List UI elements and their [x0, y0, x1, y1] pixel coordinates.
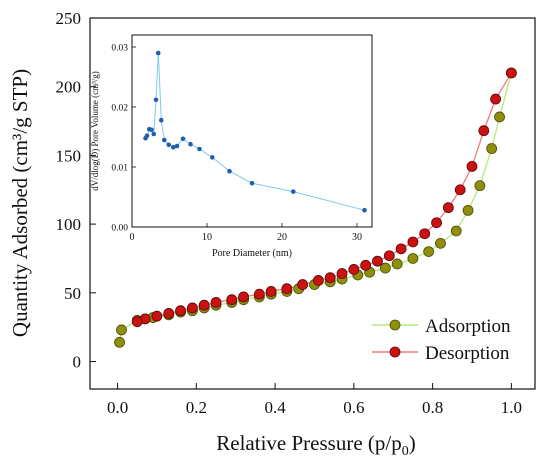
- main-y-tick-label: 250: [56, 9, 82, 28]
- inset-pore-point: [197, 146, 202, 152]
- desorption-point: [442, 202, 454, 214]
- desorption-point: [297, 279, 309, 290]
- legend-adsorption-label: Adsorption: [425, 316, 511, 337]
- adsorption-point: [391, 258, 403, 270]
- desorption-point: [348, 264, 360, 275]
- main-x-tick-label: 0.4: [264, 398, 286, 417]
- main-y-tick-label: 100: [56, 215, 82, 234]
- main-y-tick-label: 50: [64, 284, 81, 303]
- inset-pore-point: [153, 97, 159, 103]
- legend-desorption-label: Desorption: [425, 343, 510, 364]
- main-x-tick-label: 0.2: [186, 398, 207, 417]
- main-x-axis-label: Relative Pressure (p/p0): [216, 431, 415, 459]
- inset-pore-point: [188, 141, 193, 147]
- desorption-point: [151, 310, 163, 322]
- desorption-point: [186, 302, 198, 314]
- inset-pore-point: [170, 144, 176, 150]
- main-x-tick-label: 0.0: [107, 398, 128, 417]
- desorption-point: [131, 316, 143, 328]
- desorption-point: [395, 243, 407, 255]
- main-series-points: [114, 67, 517, 348]
- main-x-ticks: 0.0 0.2 0.4 0.6 0.8 1.0: [107, 383, 522, 417]
- inset-y-tick-label: 0.02: [111, 104, 128, 114]
- desorption-point: [198, 299, 210, 311]
- inset-x-axis-label: Pore Diameter (nm): [212, 248, 292, 259]
- inset-pore-point: [227, 168, 232, 174]
- inset-pore-point: [174, 143, 180, 149]
- inset-plot-frame: [131, 34, 373, 228]
- desorption-point: [336, 268, 348, 279]
- inset-pore-point: [249, 180, 255, 186]
- desorption-point: [265, 286, 277, 297]
- inset-pore-point: [151, 131, 157, 137]
- desorption-point: [372, 255, 383, 267]
- desorption-point: [466, 160, 478, 172]
- desorption-point: [238, 291, 249, 303]
- legend-desorption-marker: [389, 346, 401, 358]
- desorption-point: [419, 228, 431, 240]
- adsorption-point: [423, 246, 435, 257]
- desorption-point: [324, 272, 336, 284]
- inset-pore-point: [290, 189, 296, 194]
- desorption-point: [360, 259, 372, 271]
- main-x-tick-label: 0.6: [343, 398, 364, 417]
- main-y-axis-label: Quantity Adsorbed (cm³/g STP): [8, 69, 32, 337]
- desorption-point: [431, 217, 442, 229]
- inset-series-points: [143, 50, 367, 213]
- inset-pore-point: [161, 137, 167, 143]
- inset-x-tick-label: 30: [352, 232, 362, 243]
- adsorption-point: [474, 180, 486, 192]
- adsorption-point: [494, 111, 505, 123]
- inset-pore-point: [158, 117, 164, 123]
- desorption-point: [163, 308, 175, 319]
- adsorption-point: [379, 262, 391, 274]
- adsorption-point: [435, 237, 446, 249]
- adsorption-point: [486, 143, 498, 154]
- inset-y-axis-label: dV/dlog(D) Pore Volume (cm³/g): [90, 71, 100, 191]
- inset-pore-point: [180, 136, 186, 142]
- main-y-tick-label: 150: [56, 146, 82, 165]
- adsorption-point: [116, 324, 127, 336]
- adsorption-point: [407, 253, 419, 264]
- desorption-point: [383, 250, 395, 262]
- desorption-point: [454, 184, 466, 196]
- main-y-tick-label: 0: [73, 353, 82, 372]
- legend: Adsorption Desorption: [372, 316, 511, 364]
- inset-pore-point: [144, 133, 150, 139]
- desorption-point: [407, 236, 419, 248]
- desorption-point: [226, 294, 238, 306]
- adsorption-point: [114, 336, 125, 348]
- inset-x-tick-label: 20: [277, 232, 287, 243]
- main-plot-frame: [89, 17, 536, 390]
- desorption-point: [175, 305, 186, 317]
- desorption-point: [210, 297, 222, 308]
- desorption-point: [505, 67, 517, 79]
- inset-pore-point: [155, 50, 161, 56]
- desorption-point: [490, 93, 502, 105]
- main-x-tick-label: 1.0: [501, 398, 522, 417]
- desorption-point: [253, 288, 265, 300]
- inset-pore-point: [362, 207, 367, 213]
- adsorption-point: [450, 225, 462, 237]
- inset-x-ticks: 0 10 20 30: [130, 223, 362, 243]
- desorption-point: [313, 275, 324, 286]
- main-x-tick-label: 0.8: [422, 398, 443, 417]
- main-y-tick-label: 200: [56, 78, 82, 97]
- inset-pore-point: [166, 142, 172, 148]
- inset-x-tick-label: 10: [202, 232, 212, 243]
- legend-adsorption-marker: [389, 319, 401, 331]
- adsorption-point: [462, 204, 474, 216]
- main-y-ticks: 0 50 100 150 200 250: [56, 9, 96, 372]
- inset-y-ticks: 0.00 0.01 0.02 0.03: [111, 44, 136, 234]
- inset-pore-point: [149, 127, 154, 133]
- desorption-point: [478, 125, 490, 137]
- desorption-point: [281, 283, 293, 295]
- inset-y-tick-label: 0.01: [111, 164, 128, 174]
- inset-x-tick-label: 0: [130, 232, 135, 243]
- inset-y-tick-label: 0.03: [111, 44, 128, 54]
- inset-pore-point: [209, 155, 215, 160]
- inset-y-tick-label: 0.00: [111, 224, 128, 234]
